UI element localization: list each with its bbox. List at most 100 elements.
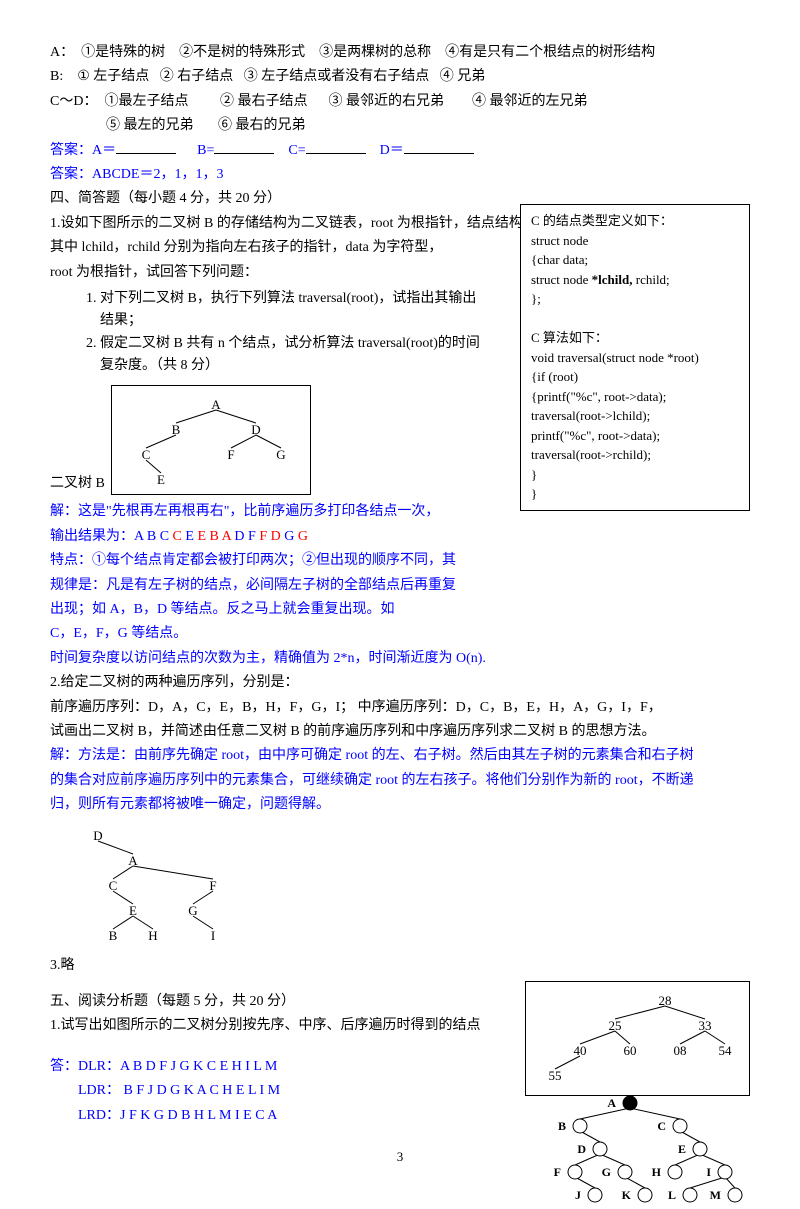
q2-l2: 前序遍历序列：D，A，C，E，B，H，F，G，I； 中序遍历序列：D，C，B，E… (50, 697, 750, 719)
tree-b-label: 二叉树 B (50, 473, 105, 495)
blank-a (116, 140, 176, 154)
svg-text:D: D (577, 1142, 586, 1156)
q2-l1: 2.给定二叉树的两种遍历序列，分别是： (50, 672, 750, 694)
code-l5: }; (531, 289, 739, 309)
svg-text:A: A (128, 853, 138, 868)
num-tree-diagram: 28 25 33 40 60 08 54 55 (530, 986, 745, 1091)
code-l10: traversal(root->lchild); (531, 406, 739, 426)
svg-text:F: F (554, 1165, 561, 1179)
section5-wrap: 2825334060085455 五、阅读分析题（每题 5 分，共 20 分） … (50, 991, 750, 1127)
opt-cd4: ④ 最邻近的左兄弟 (472, 94, 588, 109)
opt-a4: ④有是只有二个根结点的树形结构 (445, 45, 655, 60)
label-a: A： (50, 45, 74, 60)
q2-a2: 的集合对应前序遍历序列中的元素集合，可继续确定 root 的左右孩子。将他们分别… (50, 770, 750, 792)
svg-text:40: 40 (574, 1043, 587, 1058)
q3: 3.略 (50, 955, 750, 977)
svg-text:28: 28 (659, 993, 672, 1008)
exp4: 规律是：凡是有左子树的结点，必间隔左子树的全部结点后再重复 (50, 575, 490, 597)
svg-text:J: J (575, 1188, 581, 1202)
option-line-cd2: ⑤ 最左的兄弟 ⑥ 最右的兄弟 (50, 115, 750, 137)
svg-text:E: E (129, 903, 137, 918)
exp2-pre: 输出结果为： (50, 529, 134, 544)
blank-b (214, 140, 274, 154)
svg-text:B: B (109, 928, 118, 943)
code-l1: C 的结点类型定义如下： (531, 211, 739, 231)
svg-text:H: H (148, 928, 157, 943)
code-l11: printf("%c", root->data); (531, 426, 739, 446)
tree2-diagram: DACFEGBHI (78, 821, 238, 951)
opt-cd6: ⑥ 最右的兄弟 (218, 118, 306, 133)
fill-a: A＝ (92, 143, 116, 158)
code-box: C 的结点类型定义如下： struct node {char data; str… (520, 204, 750, 511)
svg-text:B: B (558, 1119, 566, 1133)
fill-c: C= (288, 143, 305, 158)
exp2: 输出结果为：A B C C E E B A D F F D G G (50, 526, 490, 548)
code-l6: C 算法如下： (531, 328, 739, 348)
svg-text:54: 54 (719, 1043, 733, 1058)
answer-fill-line: 答案：A＝ B= C= D＝ (50, 140, 750, 162)
svg-text:E: E (157, 472, 165, 487)
svg-text:G: G (276, 447, 285, 462)
code-l2: struct node (531, 231, 739, 251)
opt-cd5: ⑤ 最左的兄弟 (106, 118, 194, 133)
code-l13: } (531, 465, 739, 485)
svg-text:25: 25 (609, 1018, 622, 1033)
svg-text:G: G (188, 903, 197, 918)
svg-text:F: F (227, 447, 234, 462)
svg-text:C: C (109, 878, 118, 893)
exp7: 时间复杂度以访问结点的次数为主，精确值为 2*n，时间渐近度为 O(n). (50, 648, 750, 670)
svg-text:60: 60 (624, 1043, 637, 1058)
sub1: 对下列二叉树 B，执行下列算法 traversal(root)，试指出其输出结果… (100, 288, 490, 333)
exp6: C，E，F，G 等结点。 (50, 623, 750, 645)
exp5: 出现；如 A，B，D 等结点。反之马上就会重复出现。如 (50, 599, 490, 621)
fill-b: B= (197, 143, 214, 158)
opt-b1: ① 左子结点 (77, 69, 149, 84)
svg-text:M: M (710, 1188, 721, 1202)
option-line-b: B: ① 左子结点 ② 右子结点 ③ 左子结点或者没有右子结点 ④ 兄弟 (50, 66, 750, 88)
svg-text:D: D (93, 828, 102, 843)
blank-c (306, 140, 366, 154)
svg-text:E: E (678, 1142, 686, 1156)
letter-tree-box: ABCDEFGHIJKLM (525, 1091, 750, 1209)
opt-cd2: ② 最右子结点 (220, 94, 308, 109)
svg-text:55: 55 (549, 1068, 562, 1083)
svg-text:A: A (211, 397, 221, 412)
label-b: B: (50, 69, 63, 84)
q2-l3: 试画出二叉树 B，并简述由任意二叉树 B 的前序遍历序列和中序遍历序列求二叉树 … (50, 721, 750, 743)
svg-text:08: 08 (674, 1043, 687, 1058)
code-l14: } (531, 484, 739, 504)
num-tree-box: 28 25 33 40 60 08 54 55 (525, 981, 750, 1096)
svg-text:L: L (668, 1188, 676, 1202)
opt-a2: ②不是树的特殊形式 (179, 45, 305, 60)
opt-b4: ④ 兄弟 (440, 69, 486, 84)
q2-a3: 归，则所有元素都将被唯一确定，问题得解。 (50, 794, 750, 816)
q1-line3: root 为根指针，试回答下列问题： (50, 262, 490, 284)
blank-d (404, 140, 474, 154)
opt-a3: ③是两棵树的总称 (319, 45, 431, 60)
tree-b-row: 二叉树 B A B D C F G E (50, 385, 490, 495)
svg-text:G: G (602, 1165, 611, 1179)
exp1: 解：这是"先根再左再根再右"，比前序遍历多打印各结点一次， (50, 501, 490, 523)
tree2-wrap: DACFEGBHI (50, 821, 750, 951)
exp3: 特点：①每个结点肯定都会被打印两次；②但出现的顺序不同，其 (50, 550, 490, 572)
svg-text:33: 33 (699, 1018, 712, 1033)
opt-b2: ② 右子结点 (160, 69, 234, 84)
sub-list: 对下列二叉树 B，执行下列算法 traversal(root)，试指出其输出结果… (80, 288, 490, 378)
svg-text:D: D (251, 422, 260, 437)
option-line-cd1: C～D： ①最左子结点 ② 最右子结点 ③ 最邻近的右兄弟 ④ 最邻近的左兄弟 (50, 91, 750, 113)
sub2: 假定二叉树 B 共有 n 个结点，试分析算法 traversal(root)的时… (100, 333, 490, 378)
svg-text:C: C (142, 447, 151, 462)
svg-text:B: B (172, 422, 181, 437)
opt-b3: ③ 左子结点或者没有右子结点 (244, 69, 430, 84)
svg-text:I: I (211, 928, 215, 943)
opt-cd1: ①最左子结点 (104, 94, 188, 109)
opt-cd3: ③ 最邻近的右兄弟 (328, 94, 444, 109)
tree-b-diagram: A B D C F G E (116, 390, 306, 490)
q2-a1: 解：方法是：由前序先确定 root，由中序可确定 root 的左、右子树。然后由… (50, 745, 750, 767)
q1-line2: 其中 lchild，rchild 分别为指向左右孩子的指针，data 为字符型， (50, 237, 490, 259)
code-l4: struct node *lchild, rchild; (531, 270, 739, 290)
svg-text:I: I (706, 1165, 711, 1179)
svg-text:K: K (622, 1188, 632, 1202)
svg-text:H: H (652, 1165, 662, 1179)
opt-a1: ①是特殊的树 (81, 45, 165, 60)
